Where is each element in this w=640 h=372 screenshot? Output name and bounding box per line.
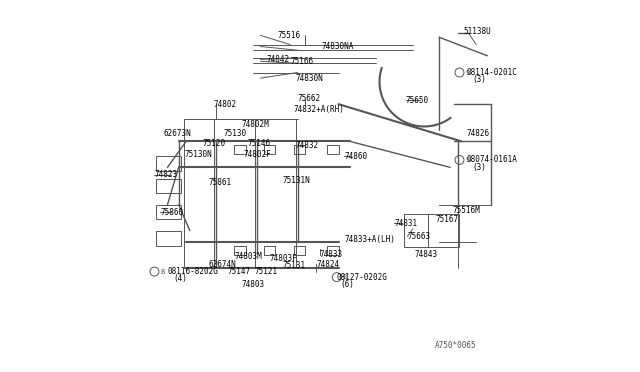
Text: 75860: 75860	[160, 208, 183, 217]
Bar	[156, 205, 180, 219]
Text: 62674N: 62674N	[209, 260, 236, 269]
Bar	[328, 145, 339, 154]
Text: 62673N: 62673N	[164, 129, 191, 138]
Text: 75147: 75147	[227, 267, 250, 276]
Text: (3): (3)	[472, 76, 486, 84]
Bar	[264, 246, 275, 255]
Text: 74823: 74823	[154, 170, 177, 179]
Text: 75167: 75167	[435, 215, 458, 224]
Text: 75121: 75121	[255, 267, 278, 276]
Bar	[294, 246, 305, 255]
Text: 51138U: 51138U	[463, 27, 491, 36]
Text: 74802: 74802	[214, 100, 237, 109]
Bar	[328, 246, 339, 255]
Text: (6): (6)	[340, 280, 355, 289]
Bar	[156, 156, 180, 171]
Text: 74803M: 74803M	[234, 252, 262, 261]
Text: 74832: 74832	[296, 141, 319, 150]
Text: 74832+A(RH): 74832+A(RH)	[294, 105, 345, 114]
Text: 74826: 74826	[467, 129, 490, 138]
Bar	[234, 246, 246, 255]
Bar	[156, 179, 180, 193]
Text: 75663: 75663	[408, 232, 431, 241]
Text: (3): (3)	[472, 163, 486, 172]
Text: (4): (4)	[173, 275, 187, 283]
Text: 74830NA: 74830NA	[322, 42, 354, 51]
Bar	[234, 145, 246, 154]
Text: 75166: 75166	[291, 57, 314, 66]
Bar	[294, 145, 305, 154]
Text: 75861: 75861	[209, 178, 232, 187]
Text: B: B	[342, 274, 347, 280]
Text: 75146: 75146	[248, 139, 271, 148]
Text: S: S	[465, 157, 469, 163]
Text: 08116-8202G: 08116-8202G	[168, 267, 218, 276]
Text: 74833: 74833	[320, 250, 343, 259]
Text: 74802M: 74802M	[242, 120, 269, 129]
Text: 74803F: 74803F	[270, 254, 298, 263]
Text: 08074-0161A: 08074-0161A	[467, 155, 518, 164]
Bar	[184, 119, 296, 268]
Bar	[156, 231, 180, 246]
Text: 75131N: 75131N	[283, 176, 310, 185]
Text: 74830N: 74830N	[296, 74, 324, 83]
Text: B: B	[160, 269, 164, 275]
Text: 75130N: 75130N	[184, 150, 212, 159]
Text: 74843: 74843	[415, 250, 438, 259]
Text: 75662: 75662	[298, 94, 321, 103]
Text: 74824: 74824	[316, 260, 339, 269]
Text: 74831: 74831	[394, 219, 417, 228]
Text: S: S	[465, 70, 469, 76]
Text: 74803: 74803	[242, 280, 265, 289]
Bar	[264, 145, 275, 154]
Text: A750*0065: A750*0065	[435, 341, 476, 350]
Text: 75131: 75131	[283, 262, 306, 270]
Text: 75516M: 75516M	[452, 206, 480, 215]
Text: 08114-0201C: 08114-0201C	[467, 68, 518, 77]
Text: 75516: 75516	[277, 31, 300, 40]
Text: 74833+A(LH): 74833+A(LH)	[344, 235, 395, 244]
Text: 75120: 75120	[203, 139, 226, 148]
Text: 75650: 75650	[406, 96, 429, 105]
Text: 74860: 74860	[344, 152, 367, 161]
Text: 74842: 74842	[266, 55, 289, 64]
Bar	[404, 214, 460, 247]
Text: 74802F: 74802F	[244, 150, 271, 159]
Text: 75130: 75130	[223, 129, 246, 138]
Text: 08127-0202G: 08127-0202G	[337, 273, 388, 282]
